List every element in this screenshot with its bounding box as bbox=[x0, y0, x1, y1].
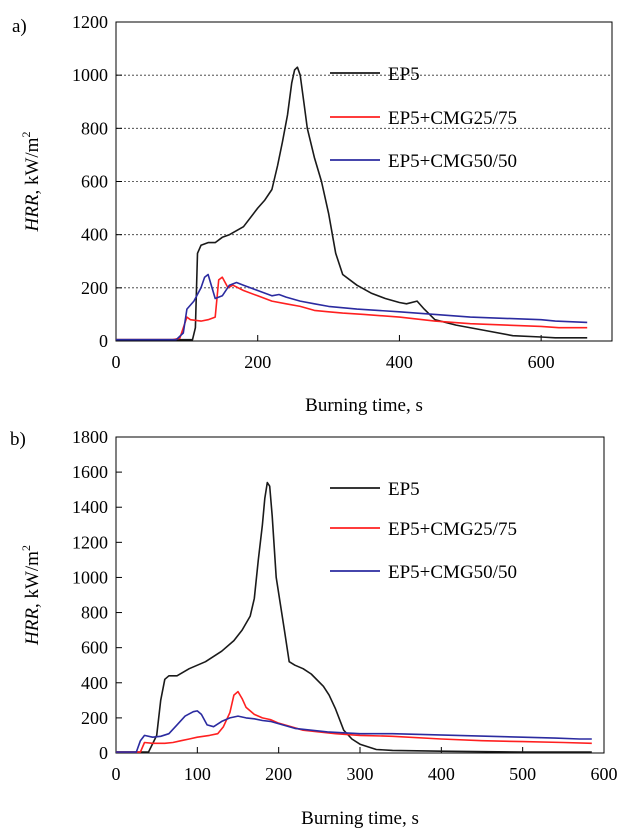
y-tick-label: 600 bbox=[81, 172, 108, 192]
series-line-ep5 bbox=[116, 481, 592, 753]
x-tick-label: 0 bbox=[112, 352, 121, 372]
x-tick-label: 500 bbox=[509, 764, 536, 784]
y-tick-label: 1000 bbox=[72, 567, 108, 587]
legend-entry: EP5+CMG25/75 bbox=[388, 108, 517, 129]
legend-entry: EP5 bbox=[388, 64, 420, 85]
x-tick-label: 100 bbox=[184, 764, 211, 784]
chart-panel-b: 0 200 400 600 800 1000 1200 1400 1600 1800 0 100 200… bbox=[10, 427, 618, 828]
x-tick-label: 0 bbox=[112, 764, 121, 784]
y-tick-label: 0 bbox=[99, 331, 108, 351]
x-axis-label: Burning time, s bbox=[305, 395, 423, 416]
y-tick-label: 1600 bbox=[72, 462, 108, 482]
series-line-ep5-cmg25-75 bbox=[116, 276, 588, 341]
y-tick-label: 800 bbox=[81, 118, 108, 138]
series-line-ep5-cmg50-50 bbox=[116, 273, 588, 341]
y-tick-label: 1200 bbox=[72, 532, 108, 552]
y-tick-label: 1000 bbox=[72, 65, 108, 85]
y-tick-label: 200 bbox=[81, 278, 108, 298]
y-tick-label: 800 bbox=[81, 603, 108, 623]
panel-label: a) bbox=[12, 16, 27, 37]
x-tick-label: 600 bbox=[591, 764, 618, 784]
y-axis-label: HRR, kW/m2 bbox=[19, 545, 43, 646]
legend: EP5 EP5+CMG25/75 EP5+CMG50/50 bbox=[330, 479, 517, 583]
y-tick-label: 1800 bbox=[72, 427, 108, 447]
y-tick-label: 1200 bbox=[72, 12, 108, 32]
x-tick-label: 200 bbox=[265, 764, 292, 784]
x-tick-label: 400 bbox=[428, 764, 455, 784]
y-tick-label: 200 bbox=[81, 708, 108, 728]
legend: EP5 EP5+CMG25/75 EP5+CMG50/50 bbox=[330, 64, 517, 172]
legend-entry: EP5+CMG50/50 bbox=[388, 562, 517, 583]
legend-entry: EP5+CMG25/75 bbox=[388, 519, 517, 540]
series-line-ep5-cmg25-75 bbox=[116, 690, 592, 753]
y-tick-label: 600 bbox=[81, 638, 108, 658]
y-tick-label: 1400 bbox=[72, 497, 108, 517]
y-axis-label: HRR, kW/m2 bbox=[19, 132, 43, 233]
series-line-ep5-cmg50-50 bbox=[116, 710, 592, 753]
series-line-ep5 bbox=[116, 66, 588, 341]
y-tick-label: 0 bbox=[99, 743, 108, 763]
x-tick-label: 400 bbox=[386, 352, 413, 372]
plot-frame bbox=[115, 436, 605, 754]
x-tick-label: 300 bbox=[347, 764, 374, 784]
y-tick-label: 400 bbox=[81, 225, 108, 245]
legend-entry: EP5 bbox=[388, 479, 420, 500]
y-tick-label: 400 bbox=[81, 673, 108, 693]
chart-panel-a: 0 200 400 600 800 1000 1200 0 200 400 600 a) Burning… bbox=[12, 12, 613, 416]
legend-entry: EP5+CMG50/50 bbox=[388, 151, 517, 172]
panel-label: b) bbox=[10, 429, 26, 450]
x-axis-label: Burning time, s bbox=[301, 808, 419, 828]
x-tick-label: 200 bbox=[244, 352, 271, 372]
x-tick-label: 600 bbox=[528, 352, 555, 372]
